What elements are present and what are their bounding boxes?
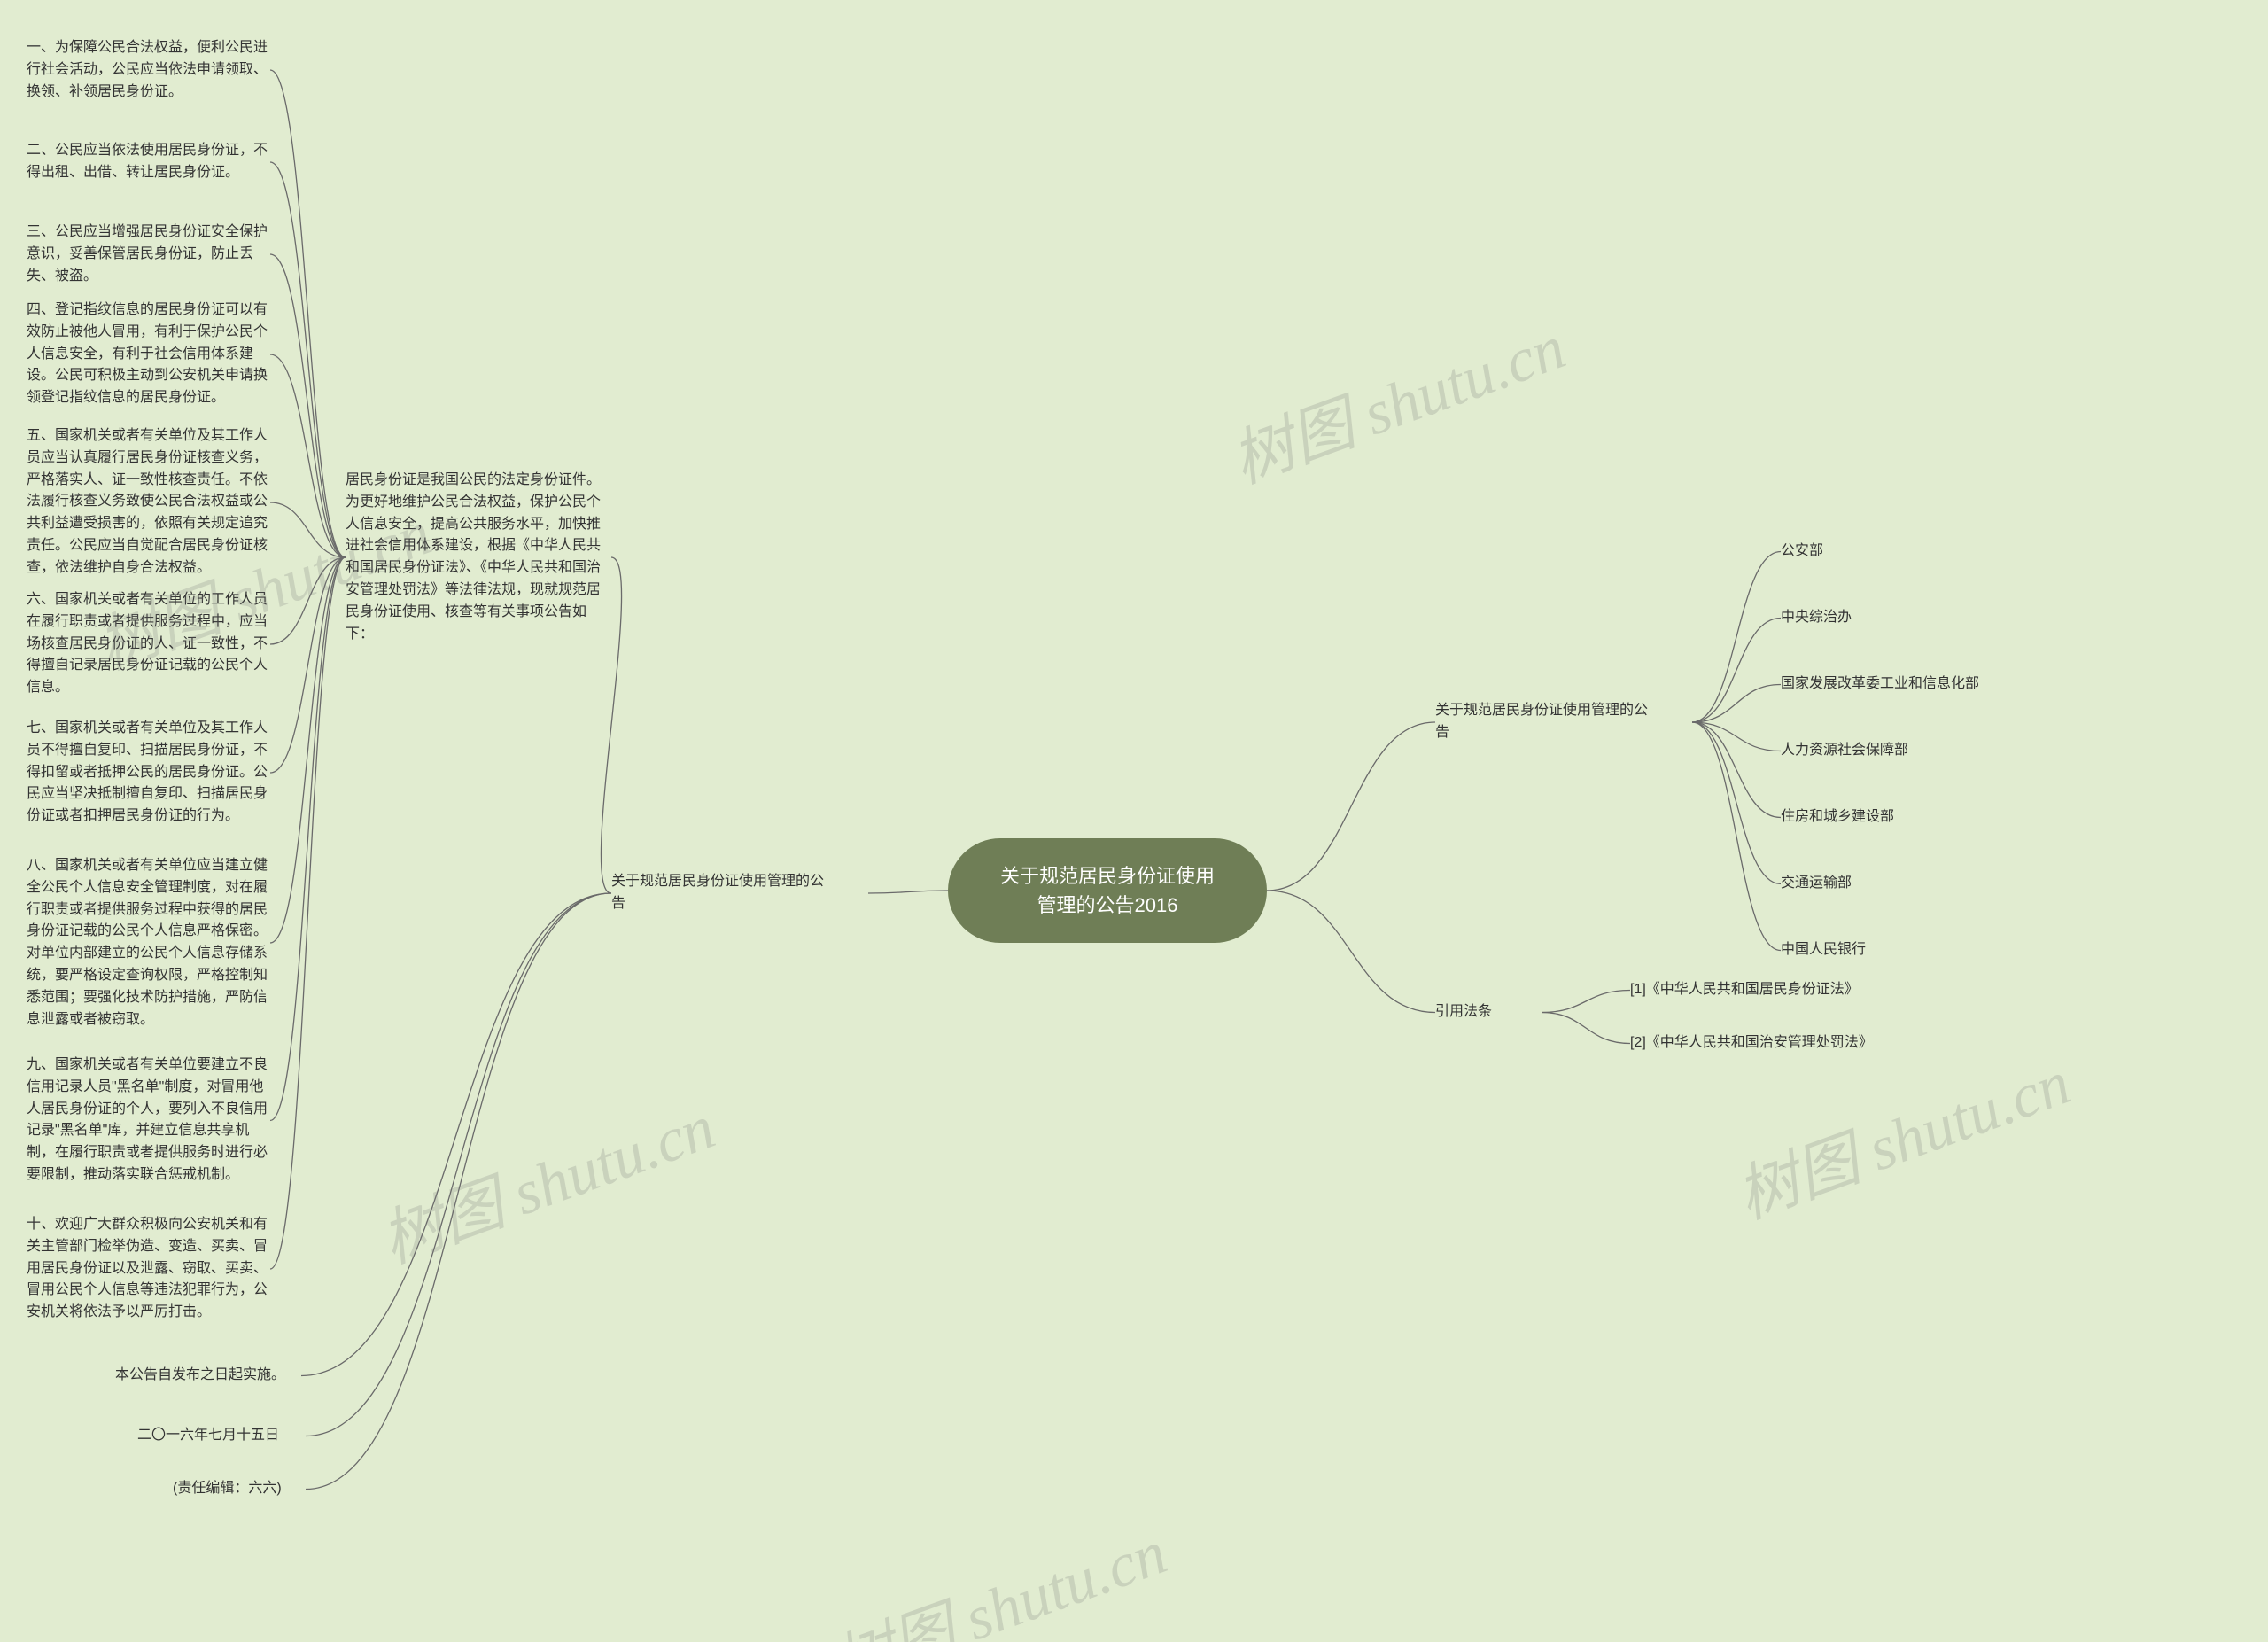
- left-item-9: 九、国家机关或者有关单位要建立不良信用记录人员"黑名单"制度，对冒用他人居民身份…: [27, 1054, 270, 1187]
- watermark: 树图 shutu.cn: [1723, 1033, 2081, 1236]
- left-item-10: 十、欢迎广大群众积极向公安机关和有关主管部门检举伪造、变造、买卖、冒用居民身份证…: [27, 1214, 270, 1324]
- leaf-agency-3: 人力资源社会保障部: [1781, 740, 1908, 762]
- left-item-5: 五、国家机关或者有关单位及其工作人员应当认真履行居民身份证核查义务，严格落实人、…: [27, 425, 270, 580]
- center-node: 关于规范居民身份证使用管理的公告2016: [948, 838, 1267, 943]
- leaf-agency-4: 住房和城乡建设部: [1781, 806, 1894, 829]
- center-text: 关于规范居民身份证使用管理的公告2016: [1000, 865, 1215, 916]
- left-intro: 居民身份证是我国公民的法定身份证件。为更好地维护公民合法权益，保护公民个人信息安…: [346, 470, 611, 645]
- left-item-12: 二〇一六年七月十五日: [137, 1425, 306, 1447]
- left-item-1: 一、为保障公民合法权益，便利公民进行社会活动，公民应当依法申请领取、换领、补领居…: [27, 37, 270, 103]
- right-branch-1: 关于规范居民身份证使用管理的公告: [1435, 700, 1692, 744]
- leaf-agency-5: 交通运输部: [1781, 873, 1852, 895]
- leaf-law-0: [1]《中华人民共和国居民身份证法》: [1630, 979, 1859, 1001]
- leaf-agency-6: 中国人民银行: [1781, 939, 1866, 961]
- left-item-13: (责任编辑：六六): [173, 1478, 306, 1500]
- left-item-4: 四、登记指纹信息的居民身份证可以有效防止被他人冒用，有利于保护公民个人信息安全，…: [27, 300, 270, 409]
- leaf-agency-2: 国家发展改革委工业和信息化部: [1781, 673, 1979, 696]
- left-branch: 关于规范居民身份证使用管理的公告: [611, 871, 868, 915]
- left-item-8: 八、国家机关或者有关单位应当建立健全公民个人信息安全管理制度，对在履行职责或者提…: [27, 855, 270, 1031]
- left-item-2: 二、公民应当依法使用居民身份证，不得出租、出借、转让居民身份证。: [27, 140, 270, 184]
- left-item-11: 本公告自发布之日起实施。: [115, 1365, 301, 1387]
- watermark: 树图 shutu.cn: [1218, 298, 1576, 501]
- leaf-agency-1: 中央综治办: [1781, 607, 1852, 629]
- left-item-7: 七、国家机关或者有关单位及其工作人员不得擅自复印、扫描居民身份证，不得扣留或者抵…: [27, 718, 270, 828]
- watermark: 树图 shutu.cn: [819, 1503, 1177, 1642]
- right-branch-2: 引用法条: [1435, 1001, 1542, 1023]
- left-item-6: 六、国家机关或者有关单位的工作人员在履行职责或者提供服务过程中，应当场核查居民身…: [27, 589, 270, 699]
- left-item-3: 三、公民应当增强居民身份证安全保护意识，妥善保管居民身份证，防止丢失、被盗。: [27, 222, 270, 287]
- edge-layer: [0, 0, 2268, 1642]
- leaf-law-1: [2]《中华人民共和国治安管理处罚法》: [1630, 1032, 1873, 1054]
- watermark: 树图 shutu.cn: [368, 1078, 726, 1280]
- leaf-agency-0: 公安部: [1781, 541, 1823, 563]
